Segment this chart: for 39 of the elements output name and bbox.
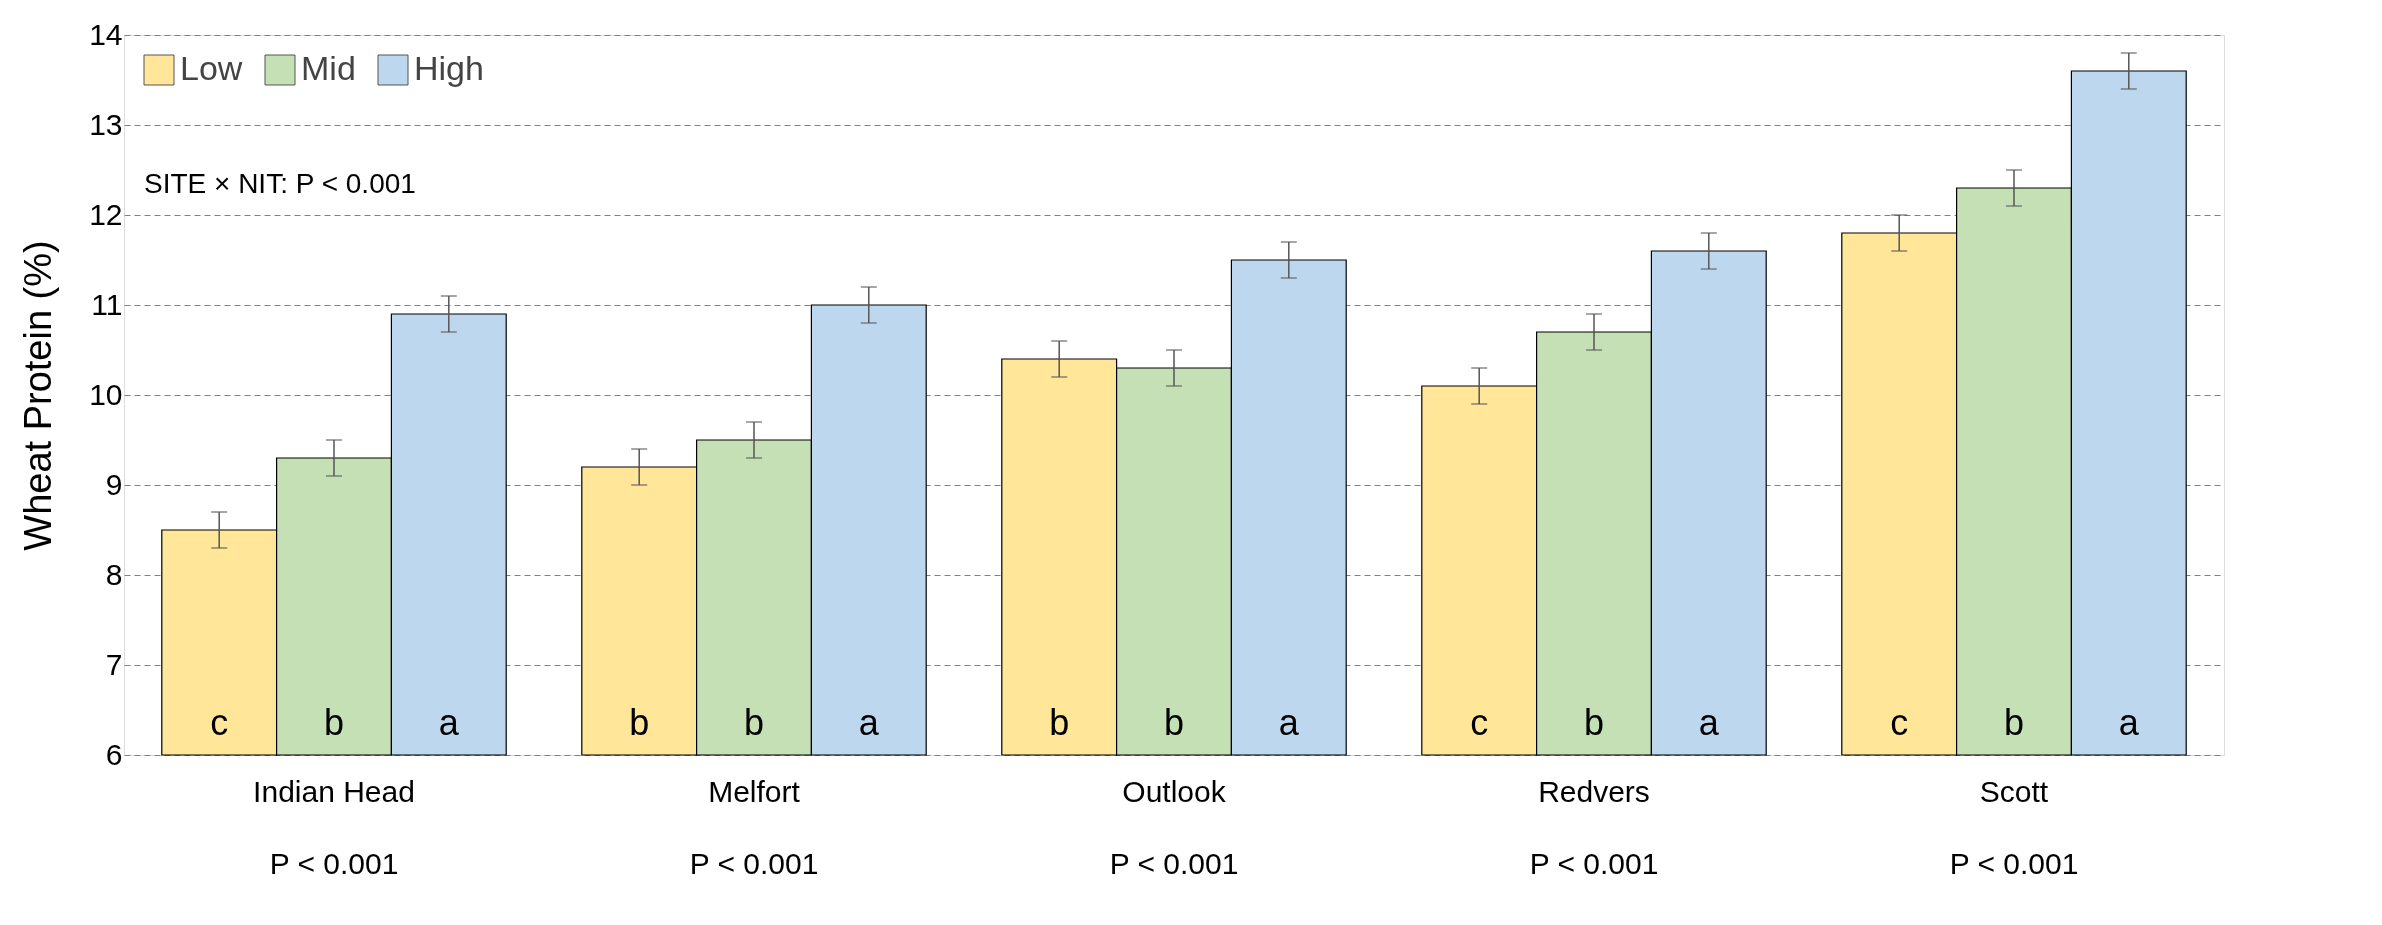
y-tick-label: 12 — [89, 197, 123, 231]
y-tick-label: 6 — [105, 737, 123, 771]
data-label: b — [323, 702, 345, 743]
x-tick-label: Indian Head — [253, 774, 415, 808]
data-label: a — [438, 702, 460, 743]
y-tick-label: 11 — [91, 287, 123, 321]
data-label: b — [2003, 702, 2025, 743]
data-label: a — [1698, 702, 1720, 743]
data-label: a — [858, 702, 880, 743]
data-label: c — [1890, 702, 1909, 743]
data-label: c — [1470, 702, 1489, 743]
text: P < 0.001 — [1949, 847, 2079, 880]
legend-label: Low — [180, 49, 243, 87]
y-tick-label: 14 — [89, 17, 123, 51]
y-tick-label: 10 — [89, 377, 123, 411]
data-label: b — [1583, 702, 1605, 743]
data-label: b — [1049, 702, 1070, 743]
x-tick-label: Redvers — [1538, 774, 1650, 808]
text: P < 0.001 — [1529, 847, 1659, 880]
y-tick-label: 13 — [89, 107, 123, 141]
legend-label: High — [414, 49, 484, 87]
data-label: a — [2118, 702, 2140, 743]
annotation: SITE × NIT: P < 0.001 — [144, 168, 416, 199]
data-label: b — [1163, 702, 1185, 743]
y-axis-title: Wheat Protein (%) — [17, 240, 60, 551]
x-tick-label: Melfort — [708, 774, 801, 808]
text: P < 0.001 — [689, 847, 819, 880]
legend-label: Mid — [301, 49, 356, 87]
data-label: a — [1278, 702, 1300, 743]
y-tick-label: 9 — [105, 467, 123, 501]
x-tick-label: Scott — [1979, 774, 2049, 808]
data-label: b — [743, 702, 765, 743]
data-label: b — [629, 702, 650, 743]
text: P < 0.001 — [1109, 847, 1239, 880]
y-tick-label: 7 — [105, 647, 123, 681]
data-label: c — [210, 702, 229, 743]
y-tick-label: 8 — [105, 557, 123, 591]
x-tick-label: Outlook — [1122, 774, 1227, 808]
text: P < 0.001 — [269, 847, 399, 880]
